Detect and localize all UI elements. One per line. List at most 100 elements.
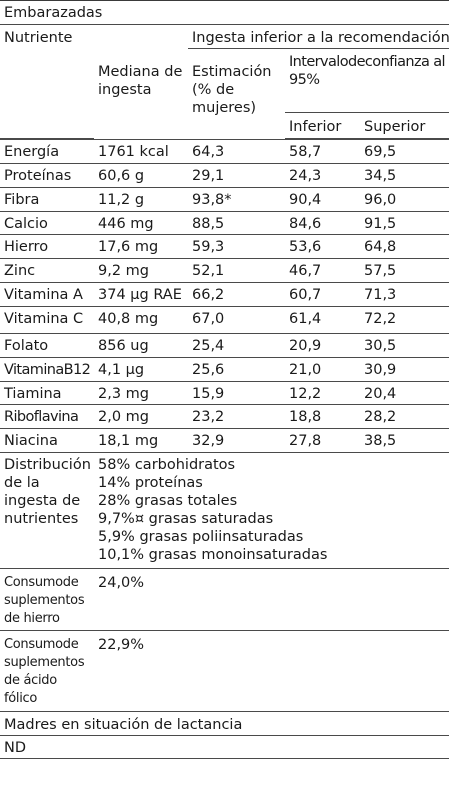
estimate-value: 64,3 (188, 139, 285, 164)
median-intake: 11,2 g (94, 187, 188, 212)
ci-upper: 64,8 (360, 234, 449, 259)
ci-lower: 84,6 (285, 211, 360, 235)
header-empty (94, 25, 188, 49)
ci-lower: 60,7 (285, 282, 360, 307)
estimate-value: 88,5 (188, 211, 285, 235)
estimate-value: 66,2 (188, 282, 285, 307)
nutrient-row: Tiamina 2,3 mg 15,9 12,2 20,4 (0, 381, 449, 405)
header-upper: Superior (360, 112, 449, 139)
header-median: Mediana de ingesta (98, 63, 183, 98)
iron-supplement-label: Consumode suplementos de hierro (0, 568, 94, 631)
distribution-line: 10,1% grasas monoinsaturadas (98, 547, 328, 563)
header-nutrient-spacer-2 (0, 112, 94, 139)
header-group: Ingesta inferior a la recomendación (188, 24, 449, 49)
estimate-value: 67,0 (188, 306, 285, 334)
estimate-value: 15,9 (188, 381, 285, 405)
ci-lower: 61,4 (285, 306, 360, 334)
ci-upper: 69,5 (360, 139, 449, 164)
header-row-bottom: Inferior Superior (0, 112, 449, 139)
median-intake: 17,6 mg (94, 234, 188, 259)
estimate-value: 59,3 (188, 234, 285, 259)
distribution-line: 9,7%¤ grasas saturadas (98, 511, 274, 527)
ci-upper: 38,5 (360, 428, 449, 453)
ci-lower: 21,0 (285, 357, 360, 382)
median-intake: 18,1 mg (94, 428, 188, 453)
nutrient-row: Calcio 446 mg 88,5 84,6 91,5 (0, 211, 449, 235)
distribution-line: 14% proteínas (98, 475, 203, 491)
ci-lower: 18,8 (285, 404, 360, 429)
distribution-line: 28% grasas totales (98, 493, 238, 509)
median-intake: 60,6 g (94, 163, 188, 188)
header-ci-label: Intervalodeconfianza al 95% (289, 54, 446, 88)
ci-upper: 96,0 (360, 187, 449, 212)
folic-supplement-row: Consumode suplementos de ácido fólico 22… (0, 630, 449, 712)
nutrient-row: Fibra 11,2 g 93,8* 90,4 96,0 (0, 187, 449, 212)
header-nutrient-spacer (0, 49, 94, 113)
nutrient-row: VitaminaB12 4,1 µg 25,6 21,0 30,9 (0, 357, 449, 382)
ci-upper: 20,4 (360, 381, 449, 405)
nd-value: ND (0, 735, 449, 759)
header-nutrient: Nutriente (4, 30, 73, 46)
nutrient-name: Hierro (0, 234, 94, 259)
ci-lower: 20,9 (285, 333, 360, 358)
nutrient-row: Proteínas 60,6 g 29,1 24,3 34,5 (0, 163, 449, 188)
section-row-lactating: Madres en situación de lactancia (0, 711, 449, 736)
nutrient-row: Hierro 17,6 mg 59,3 53,6 64,8 (0, 234, 449, 259)
estimate-value: 25,6 (188, 357, 285, 382)
header-row-top: Nutriente Ingesta inferior a la recomend… (0, 24, 449, 49)
folic-supplement-value: 22,9% (94, 630, 449, 712)
iron-supplement-row: Consumode suplementos de hierro 24,0% (0, 568, 449, 631)
nutrient-name: Riboflavina (0, 404, 94, 429)
distribution-row: Distribución de la ingesta de nutrientes… (0, 452, 449, 569)
median-intake: 2,0 mg (94, 404, 188, 429)
nutrient-row: Zinc 9,2 mg 52,1 46,7 57,5 (0, 258, 449, 283)
ci-upper: 72,2 (360, 306, 449, 334)
ci-upper: 71,3 (360, 282, 449, 307)
estimate-value: 29,1 (188, 163, 285, 188)
section-title-pregnant: Embarazadas (0, 0, 449, 25)
median-intake: 2,3 mg (94, 381, 188, 405)
header-estimate: Estimación (% de mujeres) (192, 64, 272, 116)
estimate-value: 23,2 (188, 404, 285, 429)
nutrient-name: VitaminaB12 (0, 357, 94, 382)
section-title-lactating: Madres en situación de lactancia (0, 711, 449, 736)
nutrient-row: Vitamina A 374 µg RAE 66,2 60,7 71,3 (0, 282, 449, 307)
nutrient-row: Energía 1761 kcal 64,3 58,7 69,5 (0, 139, 449, 164)
estimate-value: 32,9 (188, 428, 285, 453)
nutrient-row: Folato 856 ug 25,4 20,9 30,5 (0, 333, 449, 358)
ci-lower: 53,6 (285, 234, 360, 259)
nutrient-name: Proteínas (0, 163, 94, 188)
folic-supplement-label: Consumode suplementos de ácido fólico (0, 630, 94, 712)
median-intake: 446 mg (94, 211, 188, 235)
ci-upper: 30,5 (360, 333, 449, 358)
iron-supplement-value: 24,0% (94, 568, 449, 631)
nutrient-row: Niacina 18,1 mg 32,9 27,8 38,5 (0, 428, 449, 453)
nd-row: ND (0, 735, 449, 759)
nutrient-name: Folato (0, 333, 94, 358)
median-intake: 856 ug (94, 333, 188, 358)
median-intake: 374 µg RAE (94, 282, 188, 307)
estimate-value: 52,1 (188, 258, 285, 283)
ci-lower: 27,8 (285, 428, 360, 453)
ci-lower: 24,3 (285, 163, 360, 188)
estimate-value: 25,4 (188, 333, 285, 358)
nutrient-name: Zinc (0, 258, 94, 283)
ci-lower: 12,2 (285, 381, 360, 405)
header-lower: Inferior (285, 112, 360, 139)
median-intake: 40,8 mg (94, 306, 188, 334)
median-intake: 4,1 µg (94, 357, 188, 382)
distribution-label: Distribución de la ingesta de nutrientes (0, 452, 94, 569)
header-closing-rule (0, 138, 449, 140)
nutrient-intake-table: Embarazadas Nutriente Ingesta inferior a… (0, 0, 449, 759)
nutrient-row: Riboflavina 2,0 mg 23,2 18,8 28,2 (0, 404, 449, 429)
ci-lower: 58,7 (285, 139, 360, 164)
median-intake: 9,2 mg (94, 258, 188, 283)
distribution-line: 5,9% grasas poliinsaturadas (98, 529, 304, 545)
section-row-pregnant: Embarazadas (0, 0, 449, 25)
nutrient-name: Calcio (0, 211, 94, 235)
nutrient-row: Vitamina C 40,8 mg 67,0 61,4 72,2 (0, 306, 449, 334)
ci-upper: 28,2 (360, 404, 449, 429)
ci-lower: 90,4 (285, 187, 360, 212)
median-intake: 1761 kcal (94, 139, 188, 164)
